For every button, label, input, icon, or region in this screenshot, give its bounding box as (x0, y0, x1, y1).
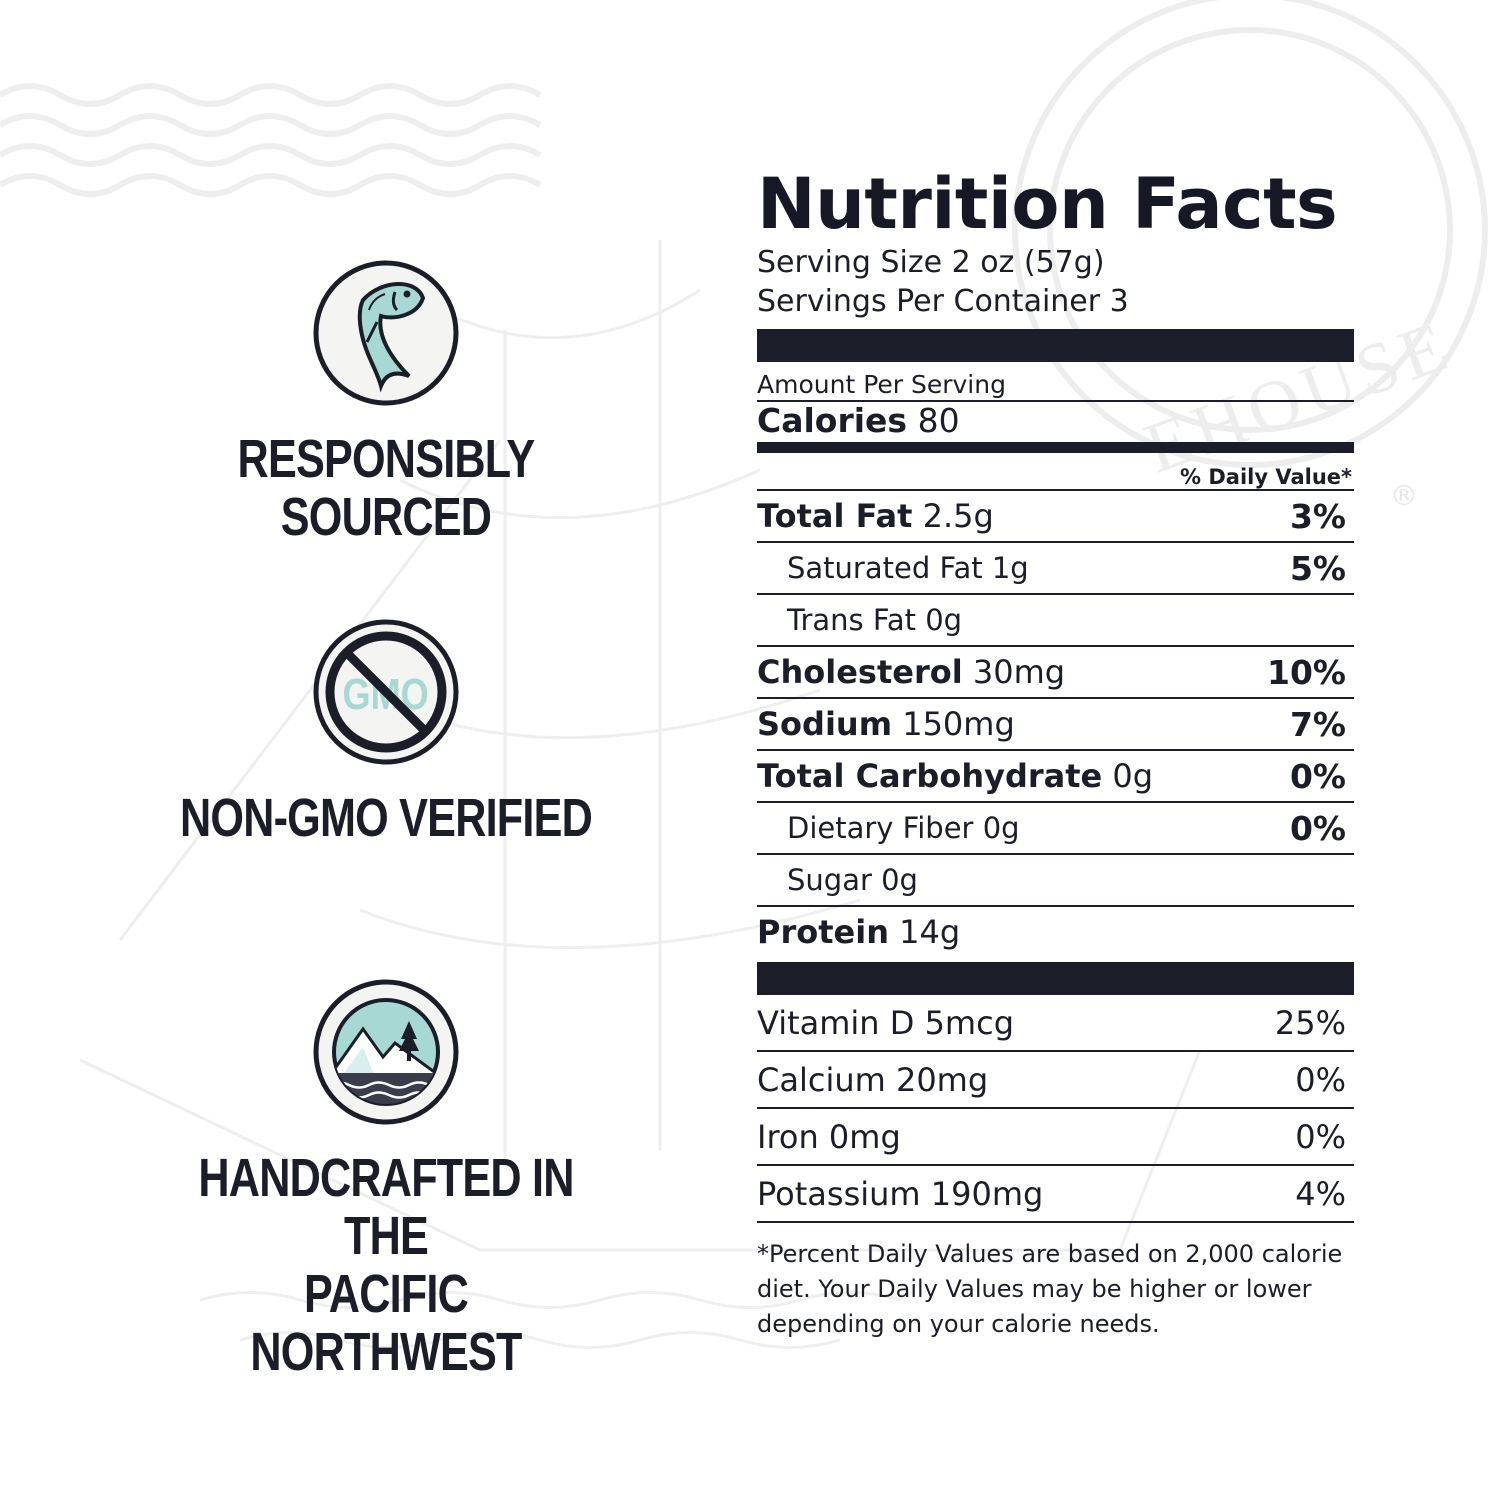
badge-label: NON-GMO VERIFIED (179, 788, 593, 848)
divider-medium (757, 442, 1354, 453)
nutrient-dv: 5% (1289, 548, 1346, 588)
nutrient-row-trans-fat: Trans Fat 0g (757, 595, 1354, 647)
nutrient-label: Total Carbohydrate (757, 757, 1103, 795)
vitamin-label: Vitamin D 5mcg (757, 1003, 1014, 1042)
nutrient-dv: 0% (1289, 808, 1346, 848)
vitamin-dv: 0% (1295, 1060, 1346, 1099)
nutrient-dv: 0% (1289, 756, 1346, 796)
nutrient-amount: 30mg (972, 653, 1066, 691)
badge-non-gmo: GMO NON-GMO VERIFIED (110, 617, 662, 847)
badge-label: RESPONSIBLY SOURCED (237, 429, 536, 547)
seal-watermark (1012, 0, 1488, 468)
no-gmo-icon: GMO (311, 617, 461, 767)
daily-value-header: % Daily Value* (757, 453, 1354, 491)
nutrient-row-cholesterol: Cholesterol 30mg 10% (757, 647, 1354, 699)
vitamin-label: Calcium 20mg (757, 1060, 989, 1099)
nutrient-amount: 150mg (902, 705, 1015, 743)
vitamin-dv: 25% (1274, 1003, 1346, 1042)
nutrient-amount: 2.5g (922, 497, 994, 535)
nutrient-row-sugar: Sugar 0g (757, 855, 1354, 907)
nutrient-label: Sodium (757, 705, 893, 743)
nutrient-label: Saturated Fat 1g (787, 551, 1029, 585)
servings-per-container: Servings Per Container 3 (757, 284, 1129, 319)
registered-mark: ® (1390, 479, 1418, 512)
amount-per-serving: Amount Per Serving (757, 362, 1354, 402)
badge-responsibly-sourced: RESPONSIBLY SOURCED (110, 258, 662, 546)
nutrient-row-total-carbohydrate: Total Carbohydrate 0g 0% (757, 751, 1354, 803)
vitamin-row-potassium: Potassium 190mg 4% (757, 1166, 1354, 1223)
vitamin-row-vitamin-d: Vitamin D 5mcg 25% (757, 995, 1354, 1052)
nutrient-dv: 7% (1289, 704, 1346, 744)
nutrient-amount: 14g (899, 913, 961, 951)
nutrient-row-sodium: Sodium 150mg 7% (757, 699, 1354, 751)
divider-thick (757, 329, 1354, 362)
nutrient-label: Dietary Fiber 0g (787, 811, 1020, 845)
vitamin-dv: 4% (1295, 1174, 1346, 1213)
badge-label: HANDCRAFTED IN THE PACIFIC NORTHWEST (198, 1148, 574, 1382)
mountains-icon (311, 977, 461, 1127)
nutrient-label: Total Fat (757, 497, 913, 535)
calories-value: 80 (917, 401, 960, 440)
nutrient-label: Protein (757, 913, 889, 951)
divider-thick (757, 962, 1354, 995)
vitamin-row-iron: Iron 0mg 0% (757, 1109, 1354, 1166)
nutrition-title: Nutrition Facts (757, 163, 1338, 245)
serving-size: Serving Size 2 oz (57g) (757, 245, 1105, 280)
vitamin-label: Potassium 190mg (757, 1174, 1044, 1213)
vitamin-label: Iron 0mg (757, 1117, 901, 1156)
nutrient-row-total-fat: Total Fat 2.5g 3% (757, 491, 1354, 543)
nutrient-amount: 0g (1112, 757, 1154, 795)
calories-row: Calories 80 (757, 402, 1354, 442)
wave-lines (0, 83, 542, 197)
nutrient-row-dietary-fiber: Dietary Fiber 0g 0% (757, 803, 1354, 855)
badge-handcrafted-pnw: HANDCRAFTED IN THE PACIFIC NORTHWEST (110, 977, 662, 1381)
fish-icon (311, 258, 461, 408)
nutrition-facts-panel: Nutrition Facts Serving Size 2 oz (57g) … (757, 165, 1354, 1342)
nutrient-label: Sugar 0g (787, 863, 918, 897)
nutrient-dv: 10% (1267, 652, 1346, 692)
vitamin-dv: 0% (1295, 1117, 1346, 1156)
nutrient-dv: 3% (1289, 496, 1346, 536)
calories-label: Calories (757, 401, 908, 440)
daily-value-footnote: *Percent Daily Values are based on 2,000… (757, 1240, 1343, 1338)
nutrient-row-protein: Protein 14g (757, 907, 1354, 957)
nutrient-label: Trans Fat 0g (787, 603, 963, 637)
vitamin-row-calcium: Calcium 20mg 0% (757, 1052, 1354, 1109)
nutrient-label: Cholesterol (757, 653, 963, 691)
nutrient-row-saturated-fat: Saturated Fat 1g 5% (757, 543, 1354, 595)
